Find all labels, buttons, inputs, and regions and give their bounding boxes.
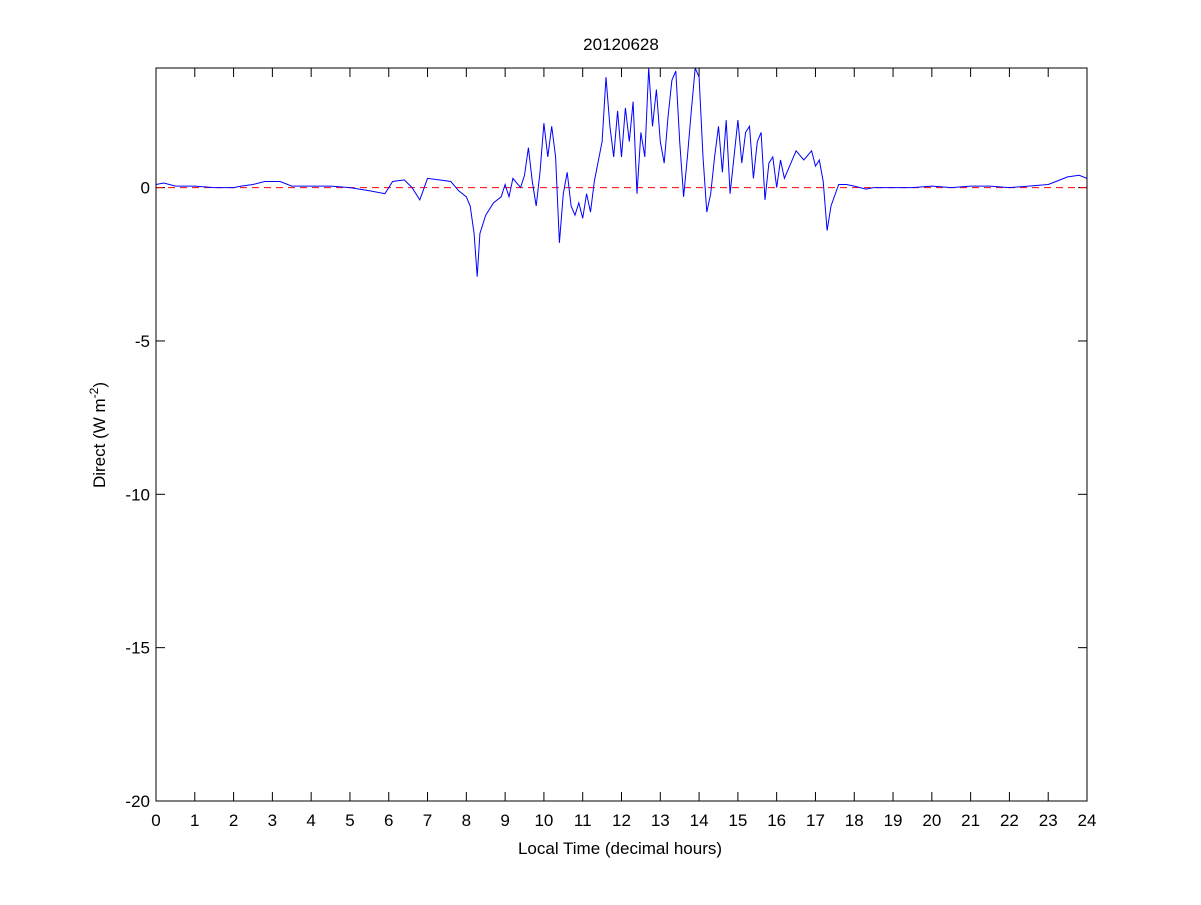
x-tick-label: 15 xyxy=(728,811,747,830)
x-axis-label: Local Time (decimal hours) xyxy=(518,839,722,858)
y-label-main: Direct (W m xyxy=(90,398,109,488)
x-tick-label: 3 xyxy=(268,811,277,830)
x-tick-label: 24 xyxy=(1078,811,1097,830)
x-tick-label: 4 xyxy=(306,811,315,830)
x-tick-label: 5 xyxy=(345,811,354,830)
x-tick-label: 23 xyxy=(1039,811,1058,830)
x-tick-label: 19 xyxy=(884,811,903,830)
y-axis-label: Direct (W m-2) xyxy=(87,382,109,488)
x-tick-label: 9 xyxy=(500,811,509,830)
chart-title: 20120628 xyxy=(583,35,659,54)
y-tick-label: 0 xyxy=(141,179,150,198)
x-tick-label: 13 xyxy=(651,811,670,830)
y-tick-label: -20 xyxy=(125,792,150,811)
y-label-tail: ) xyxy=(90,382,109,388)
x-tick-label: 18 xyxy=(845,811,864,830)
x-tick-label: 22 xyxy=(1000,811,1019,830)
x-tick-label: 1 xyxy=(190,811,199,830)
y-label-sup: -2 xyxy=(87,387,101,398)
x-tick-label: 10 xyxy=(534,811,553,830)
x-tick-label: 17 xyxy=(806,811,825,830)
plot-area xyxy=(156,68,1087,277)
x-tick-label: 0 xyxy=(151,811,160,830)
y-tick-label: -5 xyxy=(135,332,150,351)
x-tick-label: 7 xyxy=(423,811,432,830)
data-line xyxy=(156,68,1087,277)
x-tick-label: 11 xyxy=(574,811,592,830)
x-tick-label: 8 xyxy=(462,811,471,830)
y-tick-label: -15 xyxy=(125,639,150,658)
x-tick-label: 2 xyxy=(229,811,238,830)
x-tick-label: 6 xyxy=(384,811,393,830)
x-tick-label: 14 xyxy=(690,811,709,830)
x-tick-label: 16 xyxy=(767,811,786,830)
plot-frame xyxy=(155,67,1088,802)
x-tick-label: 20 xyxy=(922,811,941,830)
x-tick-label: 21 xyxy=(961,811,980,830)
y-tick-label: -10 xyxy=(125,485,150,504)
x-tick-label: 12 xyxy=(612,811,631,830)
